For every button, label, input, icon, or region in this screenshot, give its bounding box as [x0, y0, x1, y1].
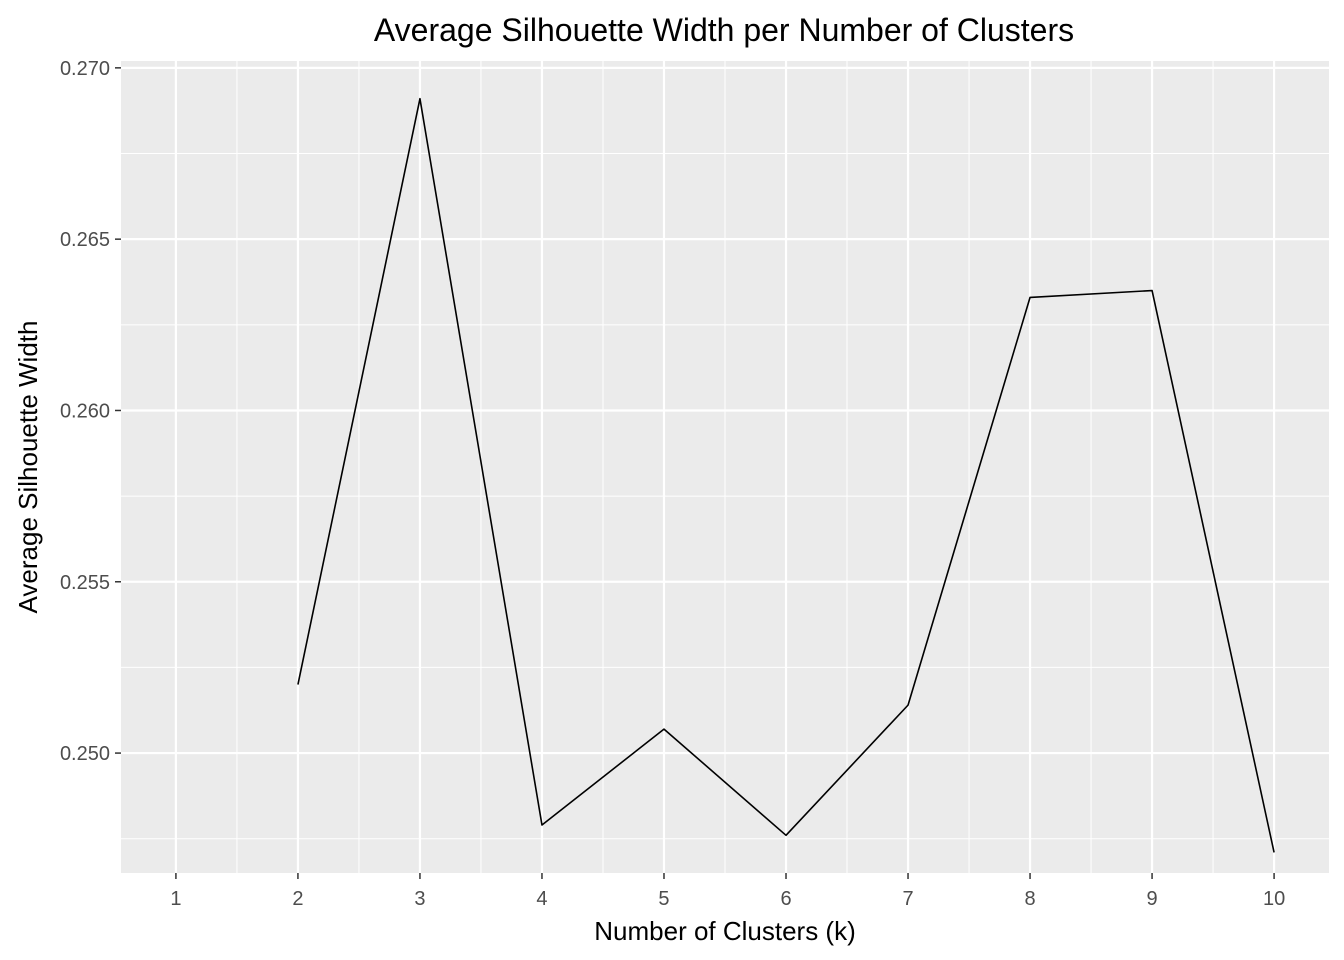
- x-tick-label: 3: [414, 888, 425, 910]
- x-tick-label: 4: [536, 888, 547, 910]
- x-tick-label: 2: [292, 888, 303, 910]
- x-tick-label: 8: [1024, 888, 1035, 910]
- x-tick-label: 9: [1147, 888, 1158, 910]
- x-tick-label: 1: [170, 888, 181, 910]
- grid-minor: [121, 61, 1329, 873]
- x-tick-label: 7: [902, 888, 913, 910]
- y-tick-label: 0.260: [60, 400, 110, 422]
- y-tick-label: 0.265: [60, 229, 110, 251]
- x-tick-labels: 1 2 3 4 5 6 7 8 9 10: [170, 888, 1285, 910]
- x-tick-label: 10: [1263, 888, 1285, 910]
- series-line: [297, 97, 1275, 853]
- series-layer: [297, 97, 1275, 853]
- y-tick-labels: 0.250 0.255 0.260 0.265 0.270: [60, 58, 110, 765]
- x-axis-label: Number of Clusters (k): [594, 916, 856, 946]
- axis-ticks: [115, 67, 1275, 879]
- chart-title: Average Silhouette Width per Number of C…: [374, 12, 1074, 48]
- x-tick-label: 6: [780, 888, 791, 910]
- y-tick-label: 0.270: [60, 58, 110, 80]
- x-tick-label: 5: [658, 888, 669, 910]
- y-tick-label: 0.255: [60, 572, 110, 594]
- y-tick-label: 0.250: [60, 743, 110, 765]
- y-axis-label: Average Silhouette Width: [13, 321, 43, 614]
- grid-major: [121, 61, 1329, 873]
